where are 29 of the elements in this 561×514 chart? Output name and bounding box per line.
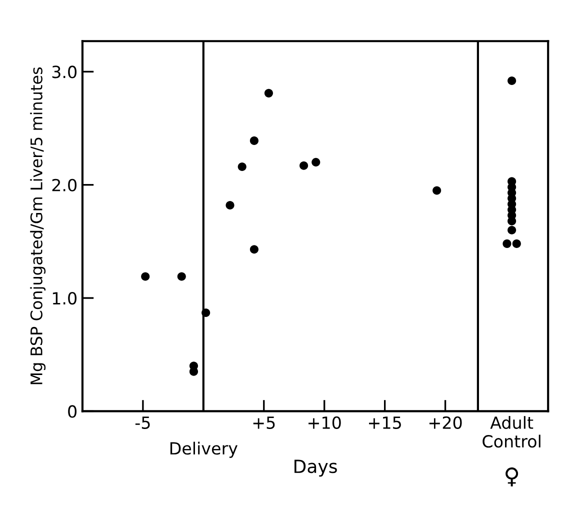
point [502,239,512,248]
point [312,158,320,166]
x-tick-label: +10 [308,416,341,429]
ref-line-label: Delivery [170,442,238,458]
y-axis-title: Mg BSP Conjugated/Gm Liver/5 minutes [30,67,46,384]
point [141,272,150,281]
y-tick-label: 0 [68,405,76,418]
text: ♀ [506,467,518,486]
x-tick-label: -5 [135,416,150,429]
y-tick-label: 1.0 [52,292,76,305]
x-axis-title: Days [294,460,337,477]
point [512,239,521,248]
point [238,162,246,172]
point [300,161,308,170]
x-tick-label: +5 [253,416,275,429]
point [508,226,516,234]
y-tick-label: 2.0 [52,178,76,192]
point [508,76,516,86]
x-tick-label: +20 [429,416,462,429]
point [250,136,258,145]
x-tick-label: +15 [369,416,401,429]
point [250,245,258,254]
point [202,308,210,318]
point [432,186,442,195]
x-tick-label: Adult Control [482,416,540,448]
y-tick-label: 3.0 [52,66,76,78]
point [226,200,234,210]
point [264,88,273,98]
point [177,272,186,281]
